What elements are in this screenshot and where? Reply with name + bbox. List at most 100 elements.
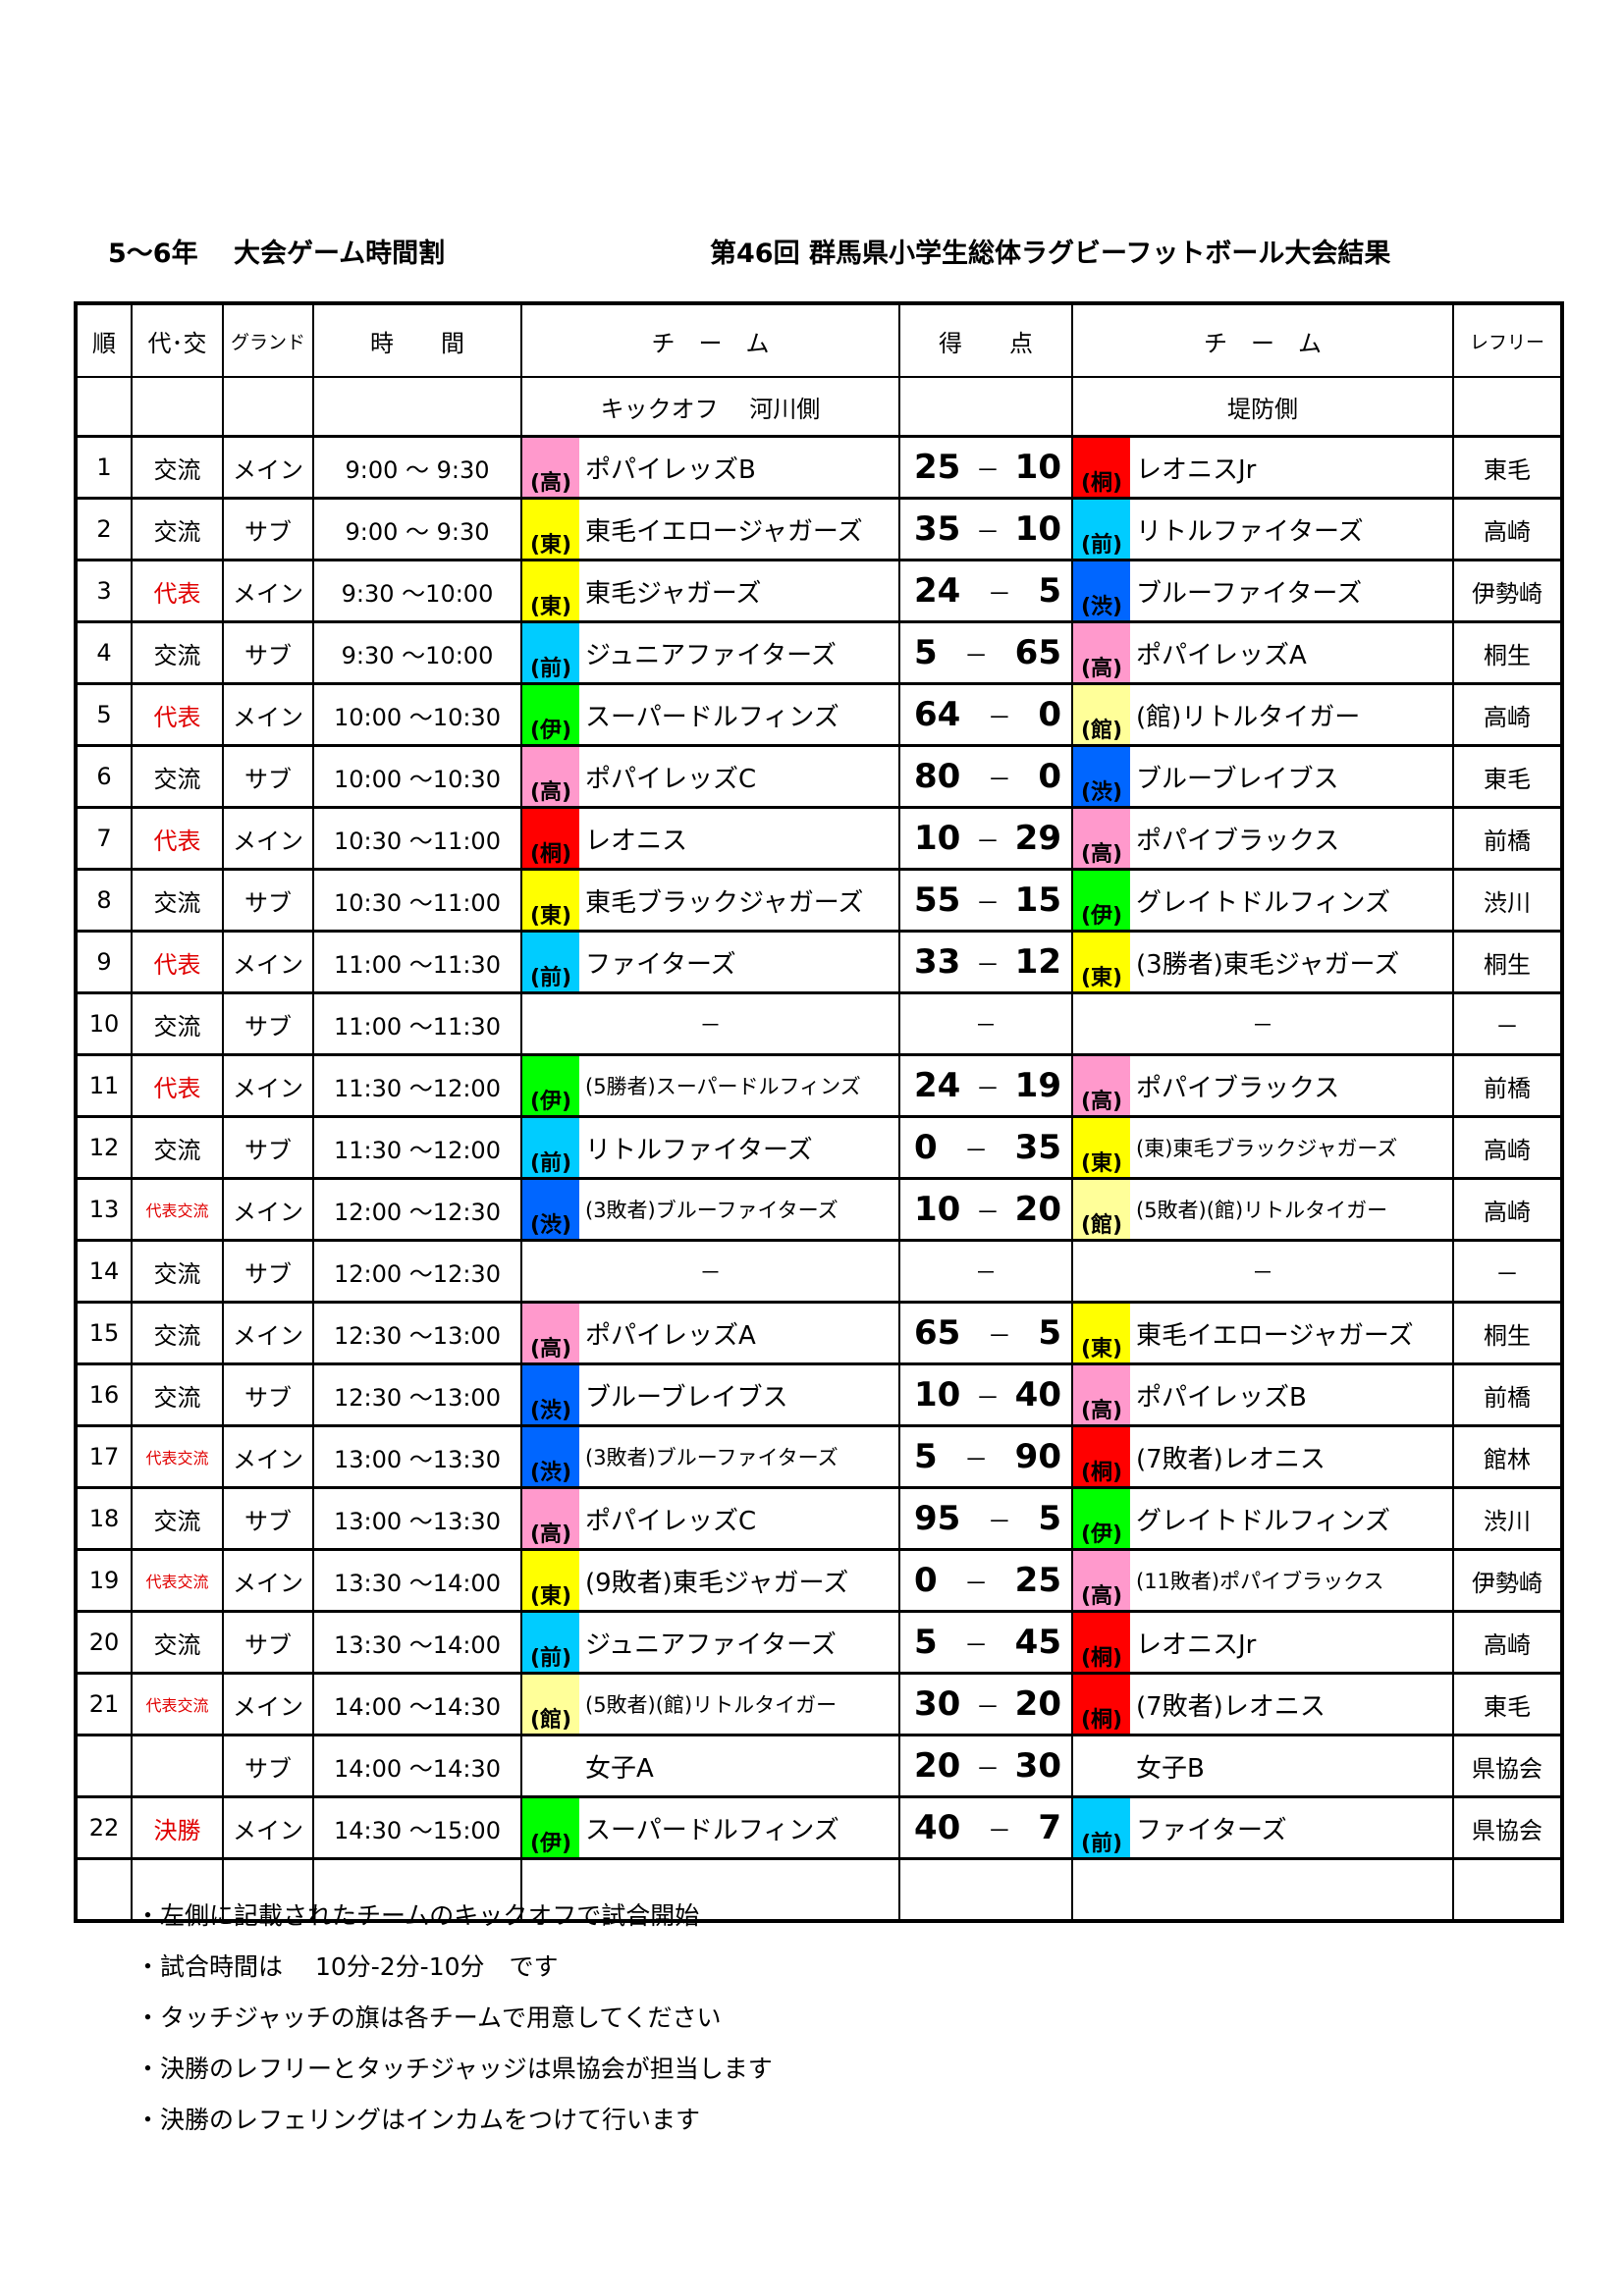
time-slot: 13:00 ～13:30 (312, 1486, 522, 1551)
score-separator: － (987, 1816, 1011, 1844)
left-team: (渋) (3敗者)ブルーファイターズ (523, 1181, 897, 1239)
score-cell: 55 － 15 (898, 868, 1073, 933)
score-right: 0 (1038, 757, 1061, 796)
table-row: 10 交流 サブ 11:00 ～11:30 －－－－ (75, 991, 1563, 1056)
team-name: スーパードルフィンズ (585, 1815, 839, 1845)
time-slot: 14:00 ～14:30 (312, 1734, 522, 1798)
match-type: 交流 (131, 868, 224, 933)
score-left: 40 (914, 1808, 961, 1847)
score-separator: － (976, 1383, 1000, 1412)
right-team-cell: (館) (館)リトルタイガー (1071, 682, 1454, 747)
score-right: 35 (1014, 1128, 1061, 1167)
note-line: ・タッチジャッチの旗は各チームで用意してください (135, 2003, 722, 2032)
match-number: 10 (75, 991, 133, 1056)
right-team-cell: (高) ポパイレッズB (1071, 1362, 1454, 1427)
score: 5 － 45 (901, 1623, 1070, 1662)
team-region-badge: (伊) (1074, 872, 1130, 930)
team-name: リトルファイターズ (585, 1135, 813, 1165)
referee: － (1452, 1239, 1563, 1304)
ground: サブ (222, 620, 314, 685)
ground: サブ (222, 1362, 314, 1427)
score: 0 － 25 (901, 1561, 1070, 1600)
score-left: 10 (914, 1190, 961, 1229)
team-region-badge: (高) (1074, 1552, 1130, 1610)
score-right: 45 (1014, 1623, 1061, 1662)
left-team: (渋) ブルーブレイブス (523, 1366, 897, 1424)
team-name: (館)リトルタイガー (1136, 702, 1361, 732)
left-team: (東) 東毛イエロージャガーズ (523, 501, 897, 559)
match-type: 交流 (131, 1486, 224, 1551)
team-name: ポパイブラックス (1136, 1073, 1340, 1103)
team-name (1130, 1861, 1136, 1919)
score-left: 10 (914, 819, 961, 858)
team-region-badge: (桐) (1074, 1428, 1130, 1486)
right-team-cell: 女子B (1071, 1734, 1454, 1798)
table-row: 1 交流 メイン 9:00 ～ 9:30 (高) ポパイレッズB 25 － 10 (桐) レオニスJ… (75, 435, 1563, 500)
match-type: 代表 (131, 806, 224, 871)
time-slot: 9:00 ～ 9:30 (312, 435, 522, 500)
score-separator: － (987, 1507, 1011, 1535)
table-row: 22 決勝 メイン 14:30 ～15:00 (伊) スーパードルフィンズ 40 － 7 (前) フ… (75, 1795, 1563, 1860)
right-team: (桐) レオニスJr (1074, 439, 1451, 497)
time-slot: 12:30 ～13:00 (312, 1362, 522, 1427)
score-separator: － (976, 1074, 1000, 1102)
ground: サブ (222, 868, 314, 933)
right-team-cell: (高) ポパイブラックス (1071, 1053, 1454, 1118)
left-team: (東) (9敗者)東毛ジャガーズ (523, 1552, 897, 1610)
left-team-cell: (桐) レオニス (520, 806, 900, 871)
table-row: 16 交流 サブ 12:30 ～13:00 (渋) ブルーブレイブス 10 － 40 (高) ポパイ… (75, 1362, 1563, 1427)
left-team-cell (520, 1857, 900, 1922)
referee: 高崎 (1452, 1115, 1563, 1180)
left-team: (高) ポパイレッズB (523, 439, 897, 497)
team-region-badge: (高) (523, 1305, 579, 1362)
time-slot: 9:30 ～10:00 (312, 559, 522, 623)
table-row: 15 交流 メイン 12:30 ～13:00 (高) ポパイレッズA 65 － 5 (東) 東毛イエ… (75, 1301, 1563, 1365)
score-right: 5 (1038, 571, 1061, 611)
referee: 伊勢崎 (1452, 559, 1563, 623)
score-separator: － (987, 1321, 1011, 1350)
table-row: 3 代表 メイン 9:30 ～10:00 (東) 東毛ジャガーズ 24 － 5 (渋) ブルーファイ… (75, 559, 1563, 623)
left-team: (桐) レオニス (523, 810, 897, 868)
right-team: (館) (5敗者)(館)リトルタイガー (1074, 1181, 1451, 1239)
match-type: 交流 (131, 991, 224, 1056)
note-line: ・左側に記載されたチームのキックオフで試合開始 (135, 1901, 700, 1930)
team-region-badge: (館) (1074, 1181, 1130, 1239)
time-slot: 9:30 ～10:00 (312, 620, 522, 685)
right-team: (桐) レオニスJr (1074, 1614, 1451, 1672)
left-team-cell: (伊) (5勝者)スーパードルフィンズ (520, 1053, 900, 1118)
ground: メイン (222, 1424, 314, 1489)
team-region-badge: (東) (1074, 1305, 1130, 1362)
left-team-cell: (前) リトルファイターズ (520, 1115, 900, 1180)
ground: メイン (222, 930, 314, 994)
left-team-cell: (高) ポパイレッズB (520, 435, 900, 500)
table-row: 13 代表交流 メイン 12:00 ～12:30 (渋) (3敗者)ブルーファイターズ 10… (75, 1177, 1563, 1242)
score-right: 20 (1014, 1684, 1061, 1724)
match-number: 14 (75, 1239, 133, 1304)
score-left: 55 (914, 881, 961, 920)
right-team-cell: (桐) レオニスJr (1071, 435, 1454, 500)
team-region-badge: (館) (1074, 686, 1130, 744)
match-type (131, 1857, 224, 1922)
left-team-cell: (伊) スーパードルフィンズ (520, 1795, 900, 1860)
right-team: (館) (館)リトルタイガー (1074, 686, 1451, 744)
team-name: 東毛イエロージャガーズ (1136, 1320, 1414, 1351)
col-score: 得 点 (898, 302, 1073, 378)
team-region-badge: (前) (523, 934, 579, 991)
score-cell: 35 － 10 (898, 497, 1073, 561)
score-cell: － (898, 1239, 1073, 1304)
score-left: 10 (914, 1375, 961, 1415)
team-region-badge: (前) (1074, 1799, 1130, 1857)
ground: メイン (222, 559, 314, 623)
score: 5 － 65 (901, 633, 1070, 672)
ground: メイン (222, 1672, 314, 1736)
referee: 前橋 (1452, 806, 1563, 871)
team-region-badge: (東) (1074, 1119, 1130, 1177)
score-left: 24 (914, 1066, 961, 1105)
score-left: 25 (914, 448, 961, 487)
score-cell: 24 － 19 (898, 1053, 1073, 1118)
team-region-badge: (前) (523, 624, 579, 682)
match-number: 13 (75, 1177, 133, 1242)
score-separator: － (976, 1754, 1000, 1783)
score-cell: 40 － 7 (898, 1795, 1073, 1860)
team-region-badge: (桐) (1074, 1614, 1130, 1672)
